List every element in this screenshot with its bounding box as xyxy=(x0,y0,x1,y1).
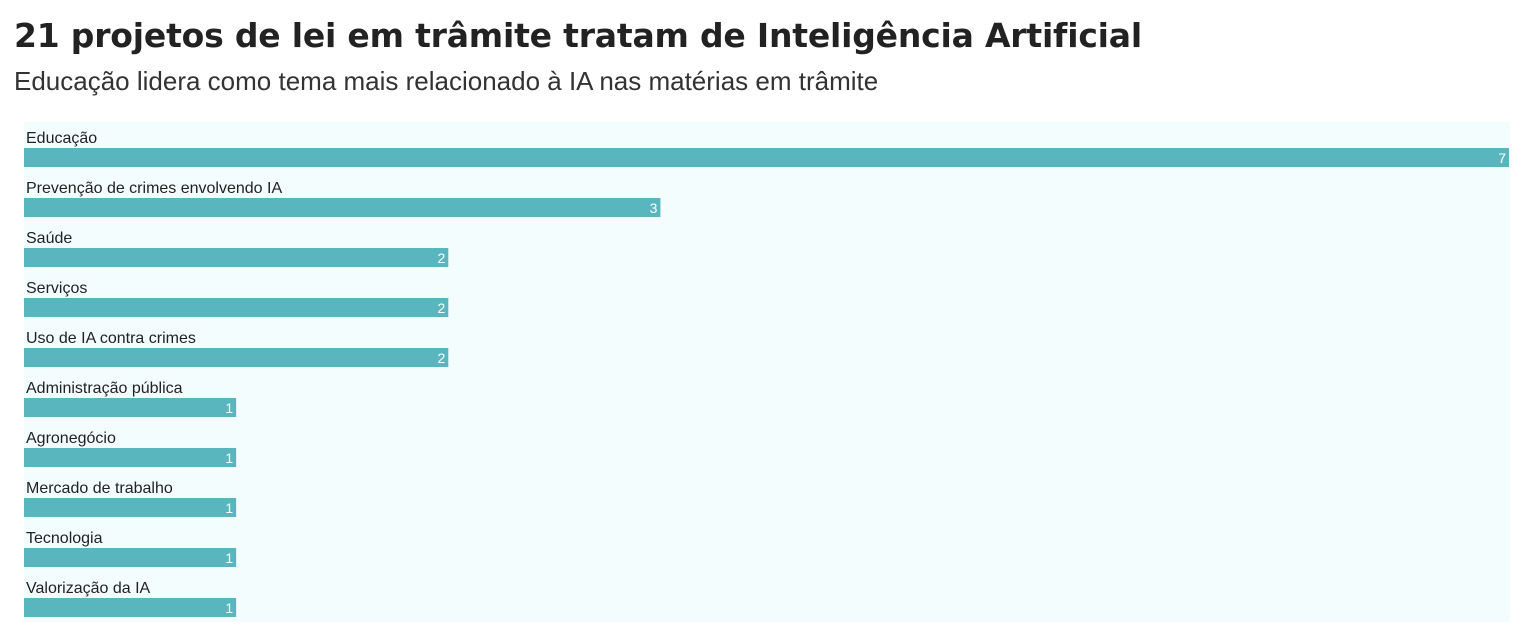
value-label: 1 xyxy=(225,550,233,566)
value-label: 2 xyxy=(437,350,445,366)
category-label: Valorização da IA xyxy=(26,580,151,597)
bar xyxy=(24,298,449,317)
chart-subtitle: Educação lidera como tema mais relaciona… xyxy=(14,66,879,96)
value-label: 1 xyxy=(225,450,233,466)
category-label: Agronegócio xyxy=(26,430,116,447)
bar xyxy=(24,248,449,267)
chart-header: 21 projetos de lei em trâmite tratam de … xyxy=(14,14,1520,98)
category-label: Uso de IA contra crimes xyxy=(26,330,196,347)
bar xyxy=(24,398,237,417)
bar xyxy=(24,448,237,467)
value-label: 3 xyxy=(650,200,658,216)
bar xyxy=(24,598,237,617)
value-label: 2 xyxy=(437,300,445,316)
bar xyxy=(24,198,661,217)
chart-area: Educação 7 Prevenção de crimes envolvendo … xyxy=(24,122,1510,622)
category-label: Educação xyxy=(26,130,97,147)
category-label: Administração pública xyxy=(26,380,183,397)
bar xyxy=(24,548,237,567)
value-label: 1 xyxy=(225,600,233,616)
value-label: 2 xyxy=(437,250,445,266)
category-label: Saúde xyxy=(26,230,72,247)
value-label: 1 xyxy=(225,500,233,516)
value-label: 1 xyxy=(225,400,233,416)
bar xyxy=(24,148,1509,167)
category-label: Tecnologia xyxy=(26,530,103,547)
chart-title: 21 projetos de lei em trâmite tratam de … xyxy=(14,16,1142,55)
bar xyxy=(24,348,449,367)
bar-chart: Educação 7 Prevenção de crimes envolvendo … xyxy=(24,130,1509,617)
category-label: Prevenção de crimes envolvendo IA xyxy=(26,180,282,197)
category-label: Mercado de trabalho xyxy=(26,480,173,497)
bar xyxy=(24,498,237,517)
value-label: 7 xyxy=(1498,150,1506,166)
category-label: Serviços xyxy=(26,280,87,297)
